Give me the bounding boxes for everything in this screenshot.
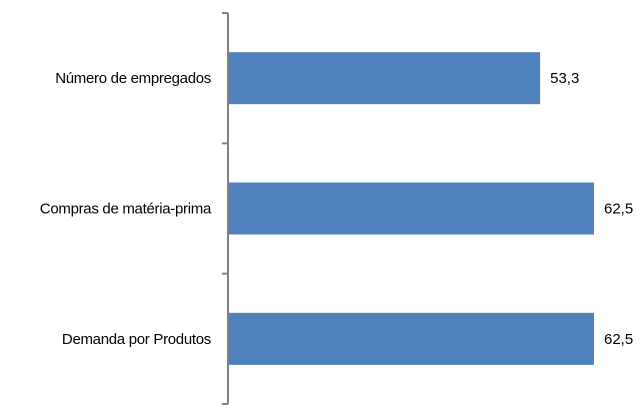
- category-label-3: Demanda por Produtos: [62, 331, 211, 348]
- category-labels: Número de empregados Compras de matéria-p…: [40, 70, 212, 348]
- category-label-2: Compras de matéria-prima: [40, 201, 212, 218]
- bar-1: [228, 52, 541, 105]
- bar-2: [228, 182, 594, 235]
- bars-group: [228, 52, 594, 365]
- value-label-1: 53,3: [550, 70, 579, 87]
- value-labels: 53,3 62,5 62,5: [550, 70, 633, 348]
- value-label-2: 62,5: [604, 201, 633, 218]
- value-label-3: 62,5: [604, 331, 633, 348]
- category-label-1: Número de empregados: [55, 70, 211, 87]
- bar-3: [228, 312, 594, 365]
- category-axis: [222, 12, 229, 405]
